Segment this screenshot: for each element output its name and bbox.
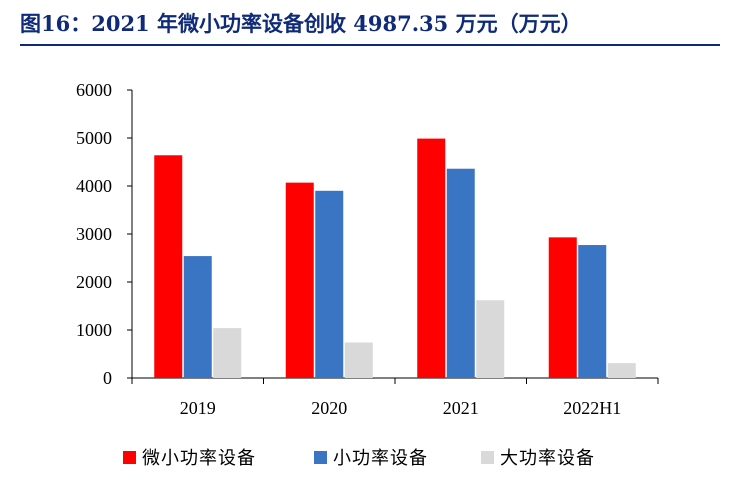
bar-2022H1-series-0 xyxy=(548,237,577,378)
bar-2021-series-0 xyxy=(417,138,446,378)
x-tick-label: 2020 xyxy=(311,398,347,418)
chart-title: 图16：2021 年微小功率设备创收 4987.35 万元（万元） xyxy=(20,11,582,36)
legend-label-large: 大功率设备 xyxy=(500,448,595,469)
y-tick-label: 3000 xyxy=(76,224,112,244)
bar-2019-series-1 xyxy=(183,256,212,378)
legend-swatch-large xyxy=(481,450,494,464)
x-tick-label: 2021 xyxy=(443,398,479,418)
legend-item-large: 大功率设备 xyxy=(481,440,595,474)
y-tick-labels: 0 1000 2000 3000 4000 5000 6000 xyxy=(76,80,112,388)
bar-2019-series-2 xyxy=(213,328,242,378)
bar-2020-series-1 xyxy=(315,190,344,378)
bar-2020-series-2 xyxy=(344,342,373,378)
chart-legend: 微小功率设备 小功率设备 大功率设备 xyxy=(0,440,738,474)
legend-item-small: 小功率设备 xyxy=(314,440,428,474)
bar-2021-series-2 xyxy=(476,300,505,378)
y-tick-label: 0 xyxy=(103,368,112,388)
y-tick-label: 6000 xyxy=(76,80,112,100)
bar-2022H1-series-2 xyxy=(607,363,636,378)
bar-2020-series-0 xyxy=(285,182,314,378)
legend-label-small: 小功率设备 xyxy=(333,448,428,469)
x-tick-label: 2019 xyxy=(180,398,216,418)
y-tick-label: 2000 xyxy=(76,272,112,292)
legend-swatch-small xyxy=(314,450,327,464)
title-bar: 图16：2021 年微小功率设备创收 4987.35 万元（万元） xyxy=(20,6,720,46)
legend-swatch-micro xyxy=(123,450,136,464)
x-tick-labels: 2019 2020 2021 2022H1 xyxy=(180,398,622,418)
y-tick-label: 4000 xyxy=(76,176,112,196)
x-tick-label: 2022H1 xyxy=(563,398,621,418)
bar-2022H1-series-1 xyxy=(578,245,607,378)
bar-2019-series-0 xyxy=(154,155,183,378)
chart-bars xyxy=(154,138,636,378)
y-tick-label: 5000 xyxy=(76,128,112,148)
bar-2021-series-1 xyxy=(446,168,475,378)
y-tick-label: 1000 xyxy=(76,320,112,340)
legend-label-micro: 微小功率设备 xyxy=(142,448,256,469)
legend-item-micro: 微小功率设备 xyxy=(123,440,256,474)
